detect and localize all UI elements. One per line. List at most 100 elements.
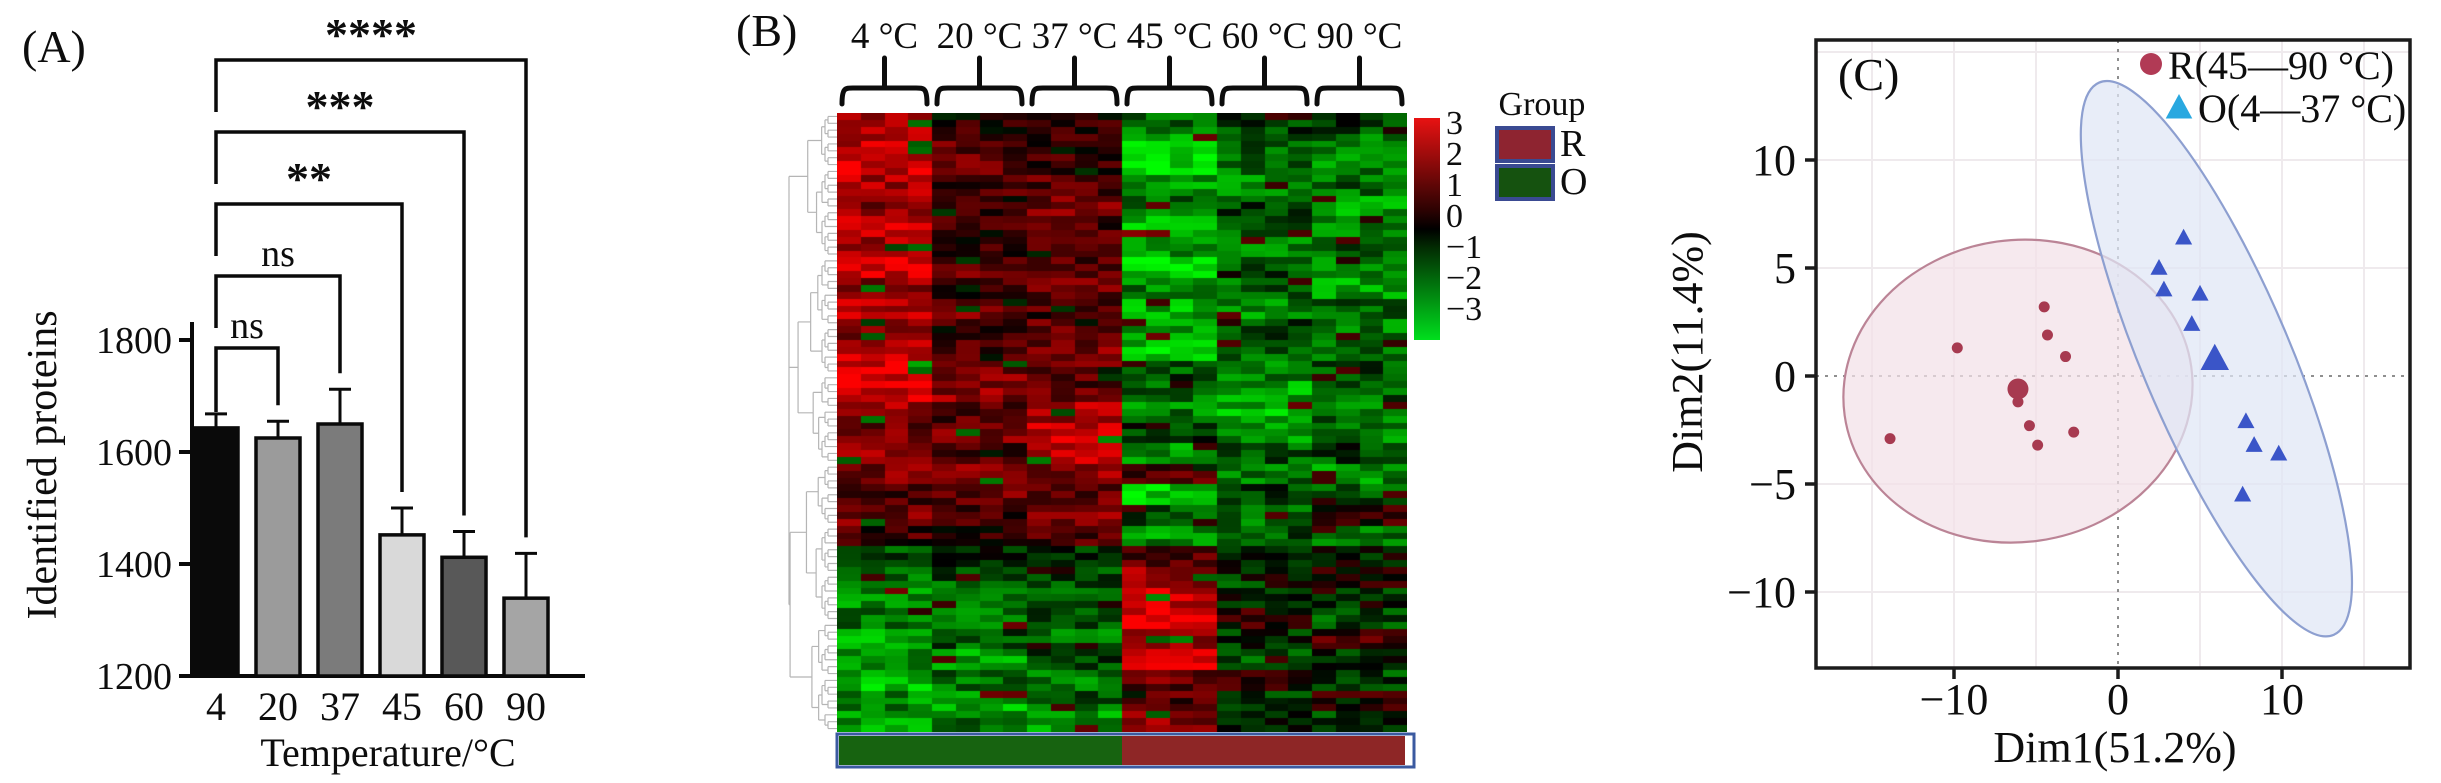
scatter-point-r (2060, 351, 2072, 363)
col-group-brace (934, 55, 1025, 107)
significance-label: **** (325, 9, 417, 60)
scatter-point-r (1884, 433, 1896, 445)
scatter-point-o (2270, 444, 2288, 461)
scatter-point-r (2023, 420, 2035, 432)
column-annotation-border (835, 732, 1416, 769)
y-tick-label: 1400 (96, 544, 172, 586)
x-category-label: 45 (382, 684, 422, 729)
legend-label-r: R(45—90 °C) (2168, 43, 2394, 88)
legend-swatch-r (1495, 126, 1555, 163)
col-group-brace (1124, 55, 1215, 107)
colorbar-tick-label: −2 (1446, 260, 1482, 297)
colorbar-tick-label: 2 (1446, 136, 1463, 173)
bar (502, 596, 550, 678)
scatter-point-r (2038, 301, 2050, 313)
y-tick-label: 1200 (96, 656, 172, 698)
x-category-label: 90 (506, 684, 546, 729)
significance-label: ns (261, 233, 295, 275)
y-tick-label: 0 (1774, 352, 1796, 401)
x-category-label: 4 (206, 684, 226, 729)
significance-bracket (214, 346, 280, 412)
panel-a-x-axis-title: Temperature/°C (260, 730, 515, 775)
centroid-r (2007, 378, 2029, 400)
heatmap-legend-title: Group (1499, 86, 1586, 123)
panel-b-svg: (B) Group 4 °C 20 °C 37 °C 45 °C 60 °C 90 °C 3… (736, 5, 1587, 769)
col-group-brace (1314, 55, 1405, 107)
significance-bracket (214, 130, 466, 516)
panel-b-label: (B) (736, 5, 797, 56)
significance-label: ** (286, 153, 332, 204)
panel-c-plot: −10 0 10 10 5 0 −5 −10 (1727, 38, 2412, 724)
row-dendrogram (788, 115, 837, 730)
legend-label-o: O(4—37 °C) (2198, 86, 2406, 131)
panel-c-svg: −10 0 10 10 5 0 −5 −10 (C) Dim1(51.2%) Dim2(11.… (1663, 38, 2412, 772)
panel-b-heatmap: (B) Group 4 °C 20 °C 37 °C 45 °C 60 °C 90 °C 3… (720, 0, 1650, 783)
scatter-point-o (2183, 315, 2201, 331)
column-annotation-o (839, 736, 1122, 765)
heatmap-col-group-label: 20 °C (937, 16, 1023, 57)
panel-c-y-axis-title: Dim2(11.4%) (1663, 231, 1712, 473)
scatter-point-r (2032, 439, 2044, 451)
x-tick-label: 10 (2260, 675, 2304, 724)
panel-a-bar-chart: (A) Identified proteins Temperature/°C 1… (0, 0, 720, 783)
heatmap-cells-canvas (837, 113, 1407, 732)
error-bar (453, 530, 475, 558)
significance-bracket (214, 274, 342, 374)
y-tick-label: −10 (1727, 568, 1796, 617)
significance-bracket (214, 202, 404, 492)
scatter-point-r (1951, 342, 1963, 354)
heatmap-col-group-label: 4 °C (851, 16, 918, 57)
legend-marker-r-icon (2140, 53, 2162, 75)
centroid-o (2200, 343, 2230, 370)
colorbar-tick-label: −3 (1446, 291, 1482, 328)
scatter-point-o (2155, 280, 2173, 297)
column-annotation-r (1122, 736, 1405, 765)
heatmap-col-group-label: 45 °C (1127, 16, 1213, 57)
col-group-brace (839, 55, 930, 107)
significance-label: ns (230, 305, 264, 347)
panel-c-pca-scatter: −10 0 10 10 5 0 −5 −10 (C) Dim1(51.2%) Dim2(11.… (1630, 0, 2441, 783)
panel-a-y-axis-title: Identified proteins (20, 310, 66, 619)
scatter-point-o (2191, 284, 2209, 301)
plot-border (1814, 38, 2412, 670)
scatter-point-o (2237, 412, 2255, 429)
scatter-point-o (2175, 228, 2193, 245)
y-tick-label: −5 (1749, 460, 1796, 509)
legend-label-o: O (1560, 161, 1587, 203)
panel-c-label: (C) (1838, 49, 1899, 100)
y-tick-label: 1800 (96, 320, 172, 362)
x-category-label: 37 (320, 684, 360, 729)
error-bar (329, 387, 351, 424)
panel-c-x-axis-title: Dim1(51.2%) (1993, 723, 2236, 772)
error-bar (515, 551, 537, 599)
x-tick-label: 0 (2107, 675, 2129, 724)
panel-a-label: (A) (22, 21, 86, 72)
bar (316, 422, 364, 678)
x-category-label: 20 (258, 684, 298, 729)
legend-label-r: R (1560, 123, 1586, 165)
scatter-point-o (2150, 259, 2168, 275)
bar (440, 555, 488, 678)
colorbar-gradient (1414, 118, 1440, 340)
heatmap-col-group-label: 60 °C (1222, 16, 1308, 57)
y-tick-label: 5 (1774, 244, 1796, 293)
y-tick-label: 10 (1752, 136, 1796, 185)
scatter-point-o (2245, 436, 2263, 452)
significance-bracket (214, 58, 528, 538)
bar (192, 426, 240, 678)
scatter-point-o (2234, 485, 2252, 502)
legend-swatch-o (1495, 164, 1555, 201)
colorbar-tick-label: −1 (1446, 229, 1482, 266)
y-tick-label: 1600 (96, 432, 172, 474)
col-group-brace (1219, 55, 1310, 107)
heatmap-col-group-label: 37 °C (1032, 16, 1118, 57)
col-group-brace (1029, 55, 1120, 107)
x-tick-label: −10 (1920, 675, 1989, 724)
error-bar (391, 506, 413, 535)
scatter-point-r (2012, 396, 2024, 408)
x-category-label: 60 (444, 684, 484, 729)
colorbar-tick-label: 0 (1446, 198, 1463, 235)
